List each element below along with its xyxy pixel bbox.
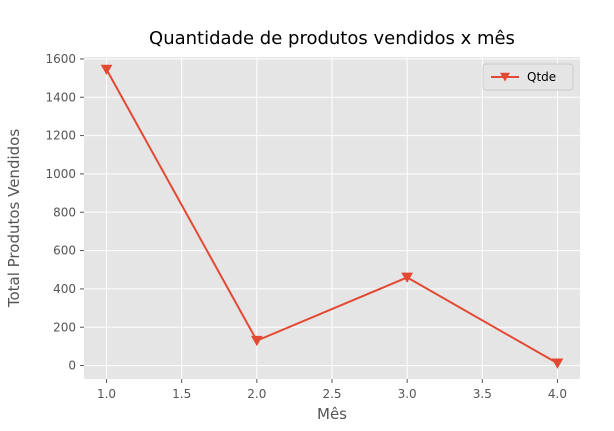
legend-marker xyxy=(500,72,510,82)
series-line-qtde xyxy=(105,68,558,365)
x-tick-label: 3.0 xyxy=(398,387,417,401)
y-tick-label: 400 xyxy=(53,282,76,296)
data-point xyxy=(250,335,263,347)
x-tick-label: 3.5 xyxy=(473,387,492,401)
x-tick-label: 2.5 xyxy=(322,387,341,401)
y-tick-label: 1200 xyxy=(45,129,76,143)
data-point xyxy=(551,358,564,369)
data-point xyxy=(100,64,113,75)
y-tick-label: 200 xyxy=(53,320,76,334)
y-tick-label: 800 xyxy=(53,205,76,219)
legend: Qtde xyxy=(482,63,574,91)
y-tick-label: 0 xyxy=(68,359,76,373)
y-tick-label: 600 xyxy=(53,244,76,258)
x-tick-label: 4.0 xyxy=(548,387,567,401)
legend-label-qtde: Qtde xyxy=(527,70,556,84)
y-axis-label: Total Produtos Vendidos xyxy=(5,129,23,308)
series-layer xyxy=(100,64,564,369)
y-tick-label: 1000 xyxy=(45,167,76,181)
grid xyxy=(84,57,580,379)
y-tick-label: 1600 xyxy=(45,52,76,66)
y-tick-label: 1400 xyxy=(45,90,76,104)
x-tick-label: 2.0 xyxy=(247,387,266,401)
data-point xyxy=(401,272,414,283)
x-tick-label: 1.0 xyxy=(97,387,116,401)
chart-title: Quantidade de produtos vendidos x mês xyxy=(149,28,515,49)
legend-box xyxy=(482,63,574,91)
x-tick-label: 1.5 xyxy=(172,387,191,401)
x-axis-label: Mês xyxy=(317,405,347,423)
axis-ticks: 1.0 1.5 2.0 2.5 3.0 3.5 4.0 0 200 400 600 800 1000 12… xyxy=(45,52,567,401)
